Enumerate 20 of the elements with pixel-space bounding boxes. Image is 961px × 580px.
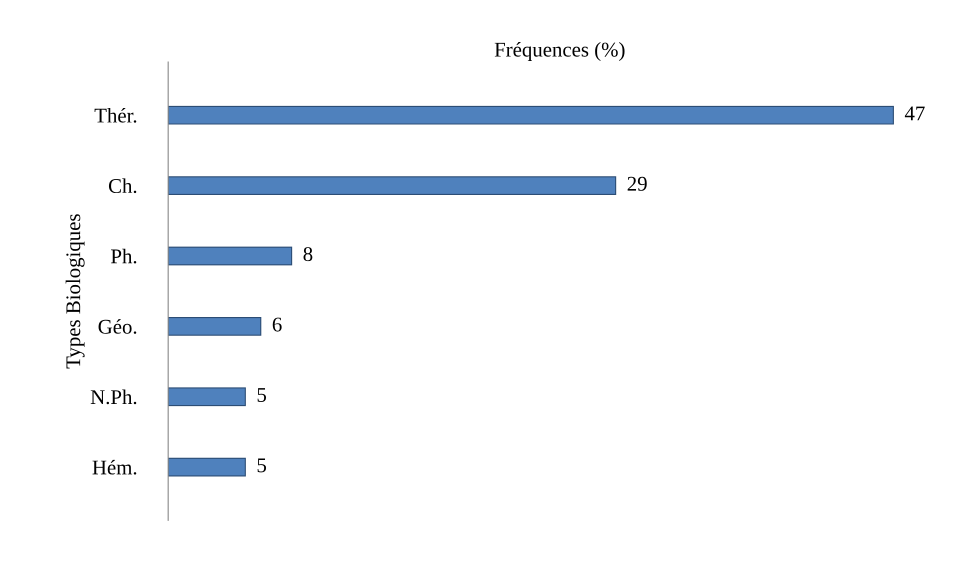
y-tick-label: N.Ph. <box>90 390 136 404</box>
data-label: 29 <box>628 176 647 191</box>
data-label: 5 <box>258 458 266 472</box>
data-label: 5 <box>258 388 266 402</box>
bar <box>168 387 246 406</box>
data-label: 8 <box>304 247 312 262</box>
data-label: 6 <box>272 318 282 332</box>
y-tick-label: Ch. <box>108 178 136 194</box>
y-tick-label: Hém. <box>92 460 136 475</box>
y-tick-label: Ph. <box>111 248 136 264</box>
data-label: 47 <box>904 106 925 120</box>
bar <box>168 458 246 476</box>
y-axis-title: Types Biologiques <box>66 214 85 368</box>
y-tick-label: Géo. <box>98 319 136 334</box>
bar <box>168 246 292 266</box>
x-axis-title: Fréquences (%) <box>494 42 625 61</box>
bar <box>168 317 262 336</box>
bar <box>168 176 616 195</box>
bar <box>168 106 894 125</box>
y-tick-label: Thér. <box>94 108 136 123</box>
